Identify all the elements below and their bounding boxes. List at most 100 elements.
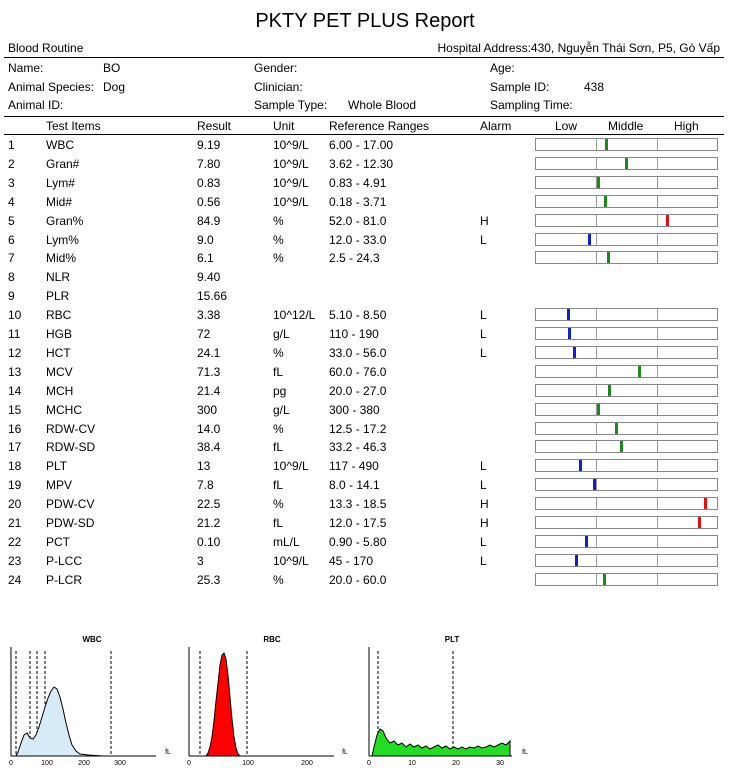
plt-histogram: PLT 0 10 20 30 fL bbox=[364, 635, 536, 770]
test-item: PCT bbox=[46, 534, 70, 549]
result-value: 38.4 bbox=[197, 440, 221, 455]
reference-range: 33.2 - 46.3 bbox=[329, 440, 387, 455]
range-marker bbox=[620, 441, 624, 453]
tick-label: 100 bbox=[41, 760, 53, 767]
result-value: 22.5 bbox=[197, 497, 221, 512]
range-bar bbox=[535, 402, 718, 416]
table-row: 10 RBC 3.38 10^12/L 5.10 - 8.50 L bbox=[0, 306, 730, 325]
test-item: PDW-SD bbox=[46, 516, 95, 530]
table-row: 4 Mid# 0.56 10^9/L 0.18 - 3.71 bbox=[0, 193, 730, 212]
range-bar bbox=[535, 497, 718, 511]
row-number: 4 bbox=[8, 194, 15, 209]
range-bar bbox=[535, 364, 718, 378]
tick-label: 30 bbox=[496, 760, 504, 767]
alarm-flag: L bbox=[480, 478, 487, 493]
range-bar bbox=[535, 383, 718, 397]
reference-range: 8.0 - 14.1 bbox=[329, 478, 380, 493]
unit-label: fL bbox=[342, 749, 348, 756]
range-bar bbox=[535, 534, 718, 548]
test-item: Gran# bbox=[46, 156, 80, 171]
species-label: Animal Species: bbox=[8, 80, 95, 94]
result-value: 9.0 bbox=[197, 232, 214, 247]
range-bar bbox=[535, 516, 718, 529]
reference-range: 13.3 - 18.5 bbox=[329, 497, 387, 512]
reference-range: 117 - 490 bbox=[329, 459, 379, 474]
result-value: 6.1 bbox=[197, 251, 214, 266]
table-header: Test Items Result Unit Reference Ranges … bbox=[0, 117, 730, 136]
result-value: 72 bbox=[197, 327, 211, 341]
header-unit: Unit bbox=[273, 119, 295, 133]
range-marker bbox=[603, 195, 607, 207]
test-item: PLR bbox=[46, 289, 70, 304]
result-value: 9.40 bbox=[197, 270, 221, 285]
row-number: 24 bbox=[8, 572, 22, 587]
unit: % bbox=[273, 572, 284, 587]
reference-range: 6.00 - 17.00 bbox=[329, 138, 394, 152]
range-marker bbox=[638, 365, 642, 377]
range-bar bbox=[535, 327, 718, 340]
range-bar bbox=[535, 421, 718, 435]
unit: 10^9/L bbox=[273, 194, 309, 209]
result-value: 14.0 bbox=[197, 421, 221, 436]
result-value: 0.10 bbox=[197, 534, 221, 549]
table-row: 5 Gran% 84.9% 52.0 - 81.0 H bbox=[0, 212, 730, 231]
row-number: 5 bbox=[8, 213, 15, 228]
tick-label: 0 bbox=[367, 760, 371, 767]
reference-range: 20.0 - 60.0 bbox=[329, 572, 387, 587]
unit: fL bbox=[273, 478, 284, 493]
test-item: PDW-CV bbox=[46, 497, 95, 512]
test-item: PLT bbox=[46, 459, 68, 474]
test-item: P-LCC bbox=[46, 553, 83, 568]
range-bar bbox=[535, 138, 718, 151]
alarm-flag: L bbox=[480, 345, 487, 360]
species-value: Dog bbox=[103, 80, 126, 94]
unit: % bbox=[273, 345, 284, 360]
result-value: 7.8 bbox=[197, 478, 214, 493]
table-row: 22 PCT 0.10 mL/L 0.90 - 5.80 L bbox=[0, 533, 730, 552]
tick-label: 100 bbox=[242, 760, 254, 767]
test-item: Lym# bbox=[46, 175, 75, 190]
range-bar bbox=[535, 251, 718, 265]
row-number: 17 bbox=[8, 440, 22, 455]
result-value: 71.3 bbox=[197, 364, 221, 379]
alarm-flag: L bbox=[480, 553, 487, 568]
range-marker bbox=[615, 422, 619, 434]
range-bar bbox=[535, 553, 718, 567]
range-bar bbox=[535, 345, 718, 359]
table-row: 6 Lym% 9.0% 12.0 - 33.0 L bbox=[0, 231, 730, 250]
table-row: 23 P-LCC 3 10^9/L 45 - 170 L bbox=[0, 552, 730, 571]
sampling-time-label: Sampling Time: bbox=[490, 98, 573, 112]
unit: 10^12/L bbox=[273, 308, 316, 323]
histogram-title: WBC bbox=[82, 635, 101, 644]
tick-label: 10 bbox=[408, 760, 416, 767]
row-number: 19 bbox=[8, 478, 22, 493]
animal-id-label: Animal ID: bbox=[8, 98, 64, 112]
sample-type-value: Whole Blood bbox=[348, 98, 417, 112]
sample-id-value: 438 bbox=[584, 80, 605, 94]
header-test-items: Test Items bbox=[46, 119, 101, 133]
alarm-flag: H bbox=[480, 497, 489, 512]
range-bar bbox=[535, 572, 718, 586]
unit: % bbox=[273, 232, 284, 247]
sample-id-label: Sample ID: bbox=[490, 80, 550, 94]
row-number: 13 bbox=[8, 364, 22, 379]
divider bbox=[4, 57, 724, 58]
unit: % bbox=[273, 497, 284, 512]
test-item: RBC bbox=[46, 308, 72, 323]
range-marker bbox=[697, 517, 701, 528]
row-number: 10 bbox=[8, 308, 22, 323]
table-row: 16 RDW-CV 14.0% 12.5 - 17.2 bbox=[0, 420, 730, 439]
divider bbox=[4, 134, 724, 135]
test-item: P-LCR bbox=[46, 572, 83, 587]
table-row: 15 MCHC 300 g/L 300 - 380 bbox=[0, 401, 730, 420]
alarm-flag: H bbox=[480, 213, 489, 228]
clinician-label: Clinician: bbox=[254, 80, 303, 94]
row-number: 1 bbox=[8, 138, 15, 152]
reference-range: 52.0 - 81.0 bbox=[329, 213, 387, 228]
unit: mL/L bbox=[273, 534, 300, 549]
unit: g/L bbox=[273, 327, 290, 341]
sample-type-label: Sample Type: bbox=[254, 98, 328, 112]
header-alarm: Alarm bbox=[480, 119, 512, 133]
test-item: MCHC bbox=[46, 402, 82, 417]
reference-range: 12.5 - 17.2 bbox=[329, 421, 387, 436]
